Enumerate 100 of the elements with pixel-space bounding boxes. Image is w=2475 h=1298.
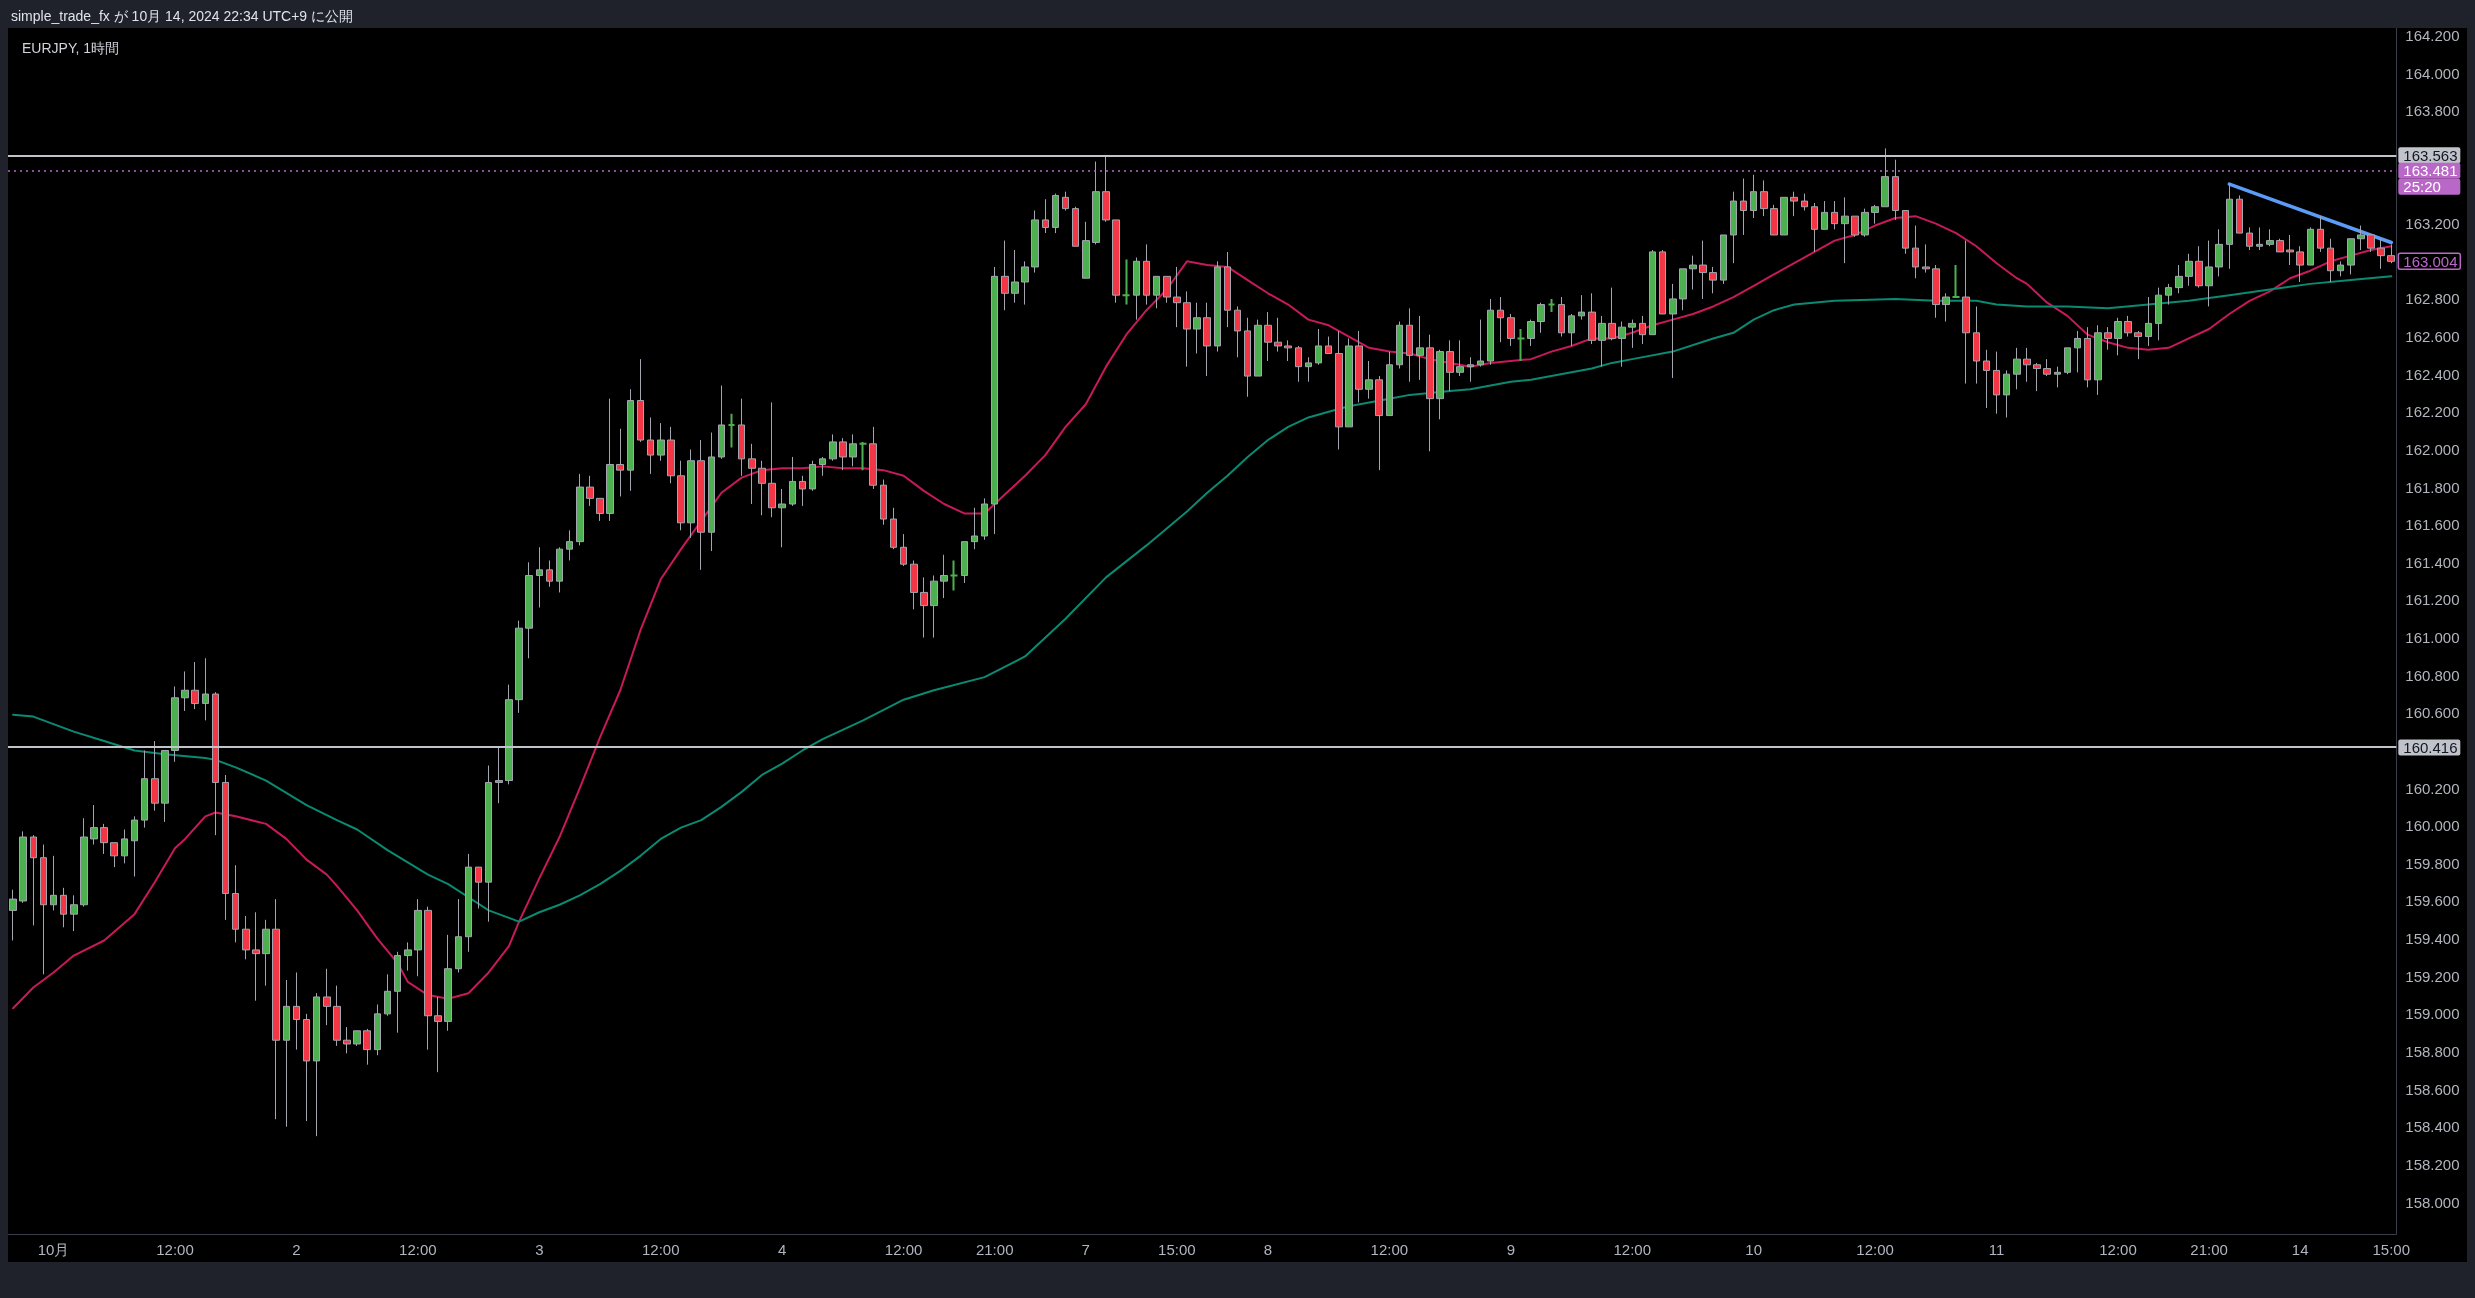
candlestick bbox=[515, 620, 523, 714]
candlestick bbox=[323, 968, 331, 1026]
candlestick bbox=[303, 1013, 310, 1122]
candlestick bbox=[1153, 275, 1160, 309]
candlestick bbox=[2013, 347, 2021, 390]
candlestick bbox=[40, 844, 47, 975]
candlestick bbox=[1811, 202, 1818, 253]
candlestick bbox=[697, 439, 705, 571]
candlestick bbox=[1932, 264, 1940, 319]
x-tick-label: 14 bbox=[2291, 1241, 2309, 1258]
y-tick-label: 163.200 bbox=[2405, 215, 2460, 233]
candlestick bbox=[687, 448, 695, 539]
x-tick-label: 12:00 bbox=[2099, 1241, 2137, 1258]
candlestick bbox=[1770, 204, 1778, 236]
candlestick bbox=[1254, 319, 1262, 377]
text: 163.004 bbox=[2403, 252, 2458, 270]
y-tick-label: 158.400 bbox=[2405, 1118, 2460, 1136]
y-tick-label: 161.800 bbox=[2405, 478, 2460, 496]
candlestick bbox=[2347, 238, 2355, 275]
candlestick bbox=[1335, 330, 1343, 450]
candlestick bbox=[1598, 315, 1606, 368]
candlestick bbox=[809, 460, 816, 492]
y-tick-label: 158.600 bbox=[2405, 1080, 2460, 1098]
candlestick bbox=[1163, 275, 1171, 304]
candlestick bbox=[1588, 292, 1596, 345]
candlestick bbox=[1993, 351, 2000, 415]
candlestick bbox=[778, 488, 786, 548]
ref-line-label: 163.481 bbox=[2403, 162, 2458, 180]
y-tick-label: 162.800 bbox=[2405, 290, 2460, 308]
candlestick bbox=[1325, 336, 1332, 354]
candlestick bbox=[465, 853, 472, 953]
candlestick bbox=[890, 507, 897, 550]
x-tick-label: 12:00 bbox=[1856, 1241, 1894, 1258]
candlestick bbox=[1547, 297, 1556, 314]
y-tick-label: 162.400 bbox=[2405, 365, 2460, 383]
candlestick bbox=[1851, 215, 1859, 238]
candlestick bbox=[131, 815, 138, 878]
candlestick bbox=[1121, 258, 1131, 306]
candlestick bbox=[1780, 196, 1788, 236]
x-tick-label: 2 bbox=[292, 1241, 301, 1258]
candlestick bbox=[1052, 193, 1059, 234]
candlestick bbox=[1730, 191, 1737, 264]
candlestick bbox=[718, 384, 725, 460]
candlestick bbox=[1274, 317, 1282, 353]
x-tick-label: 11 bbox=[1988, 1241, 2005, 1258]
candlestick bbox=[1507, 313, 1515, 347]
candlestick bbox=[1790, 191, 1798, 217]
candlestick bbox=[1244, 317, 1251, 398]
y-tick-label: 162.200 bbox=[2405, 403, 2460, 421]
candlestick bbox=[1578, 294, 1585, 321]
line-series bbox=[12, 275, 2393, 923]
candlestick bbox=[1821, 200, 1828, 230]
candlestick bbox=[1951, 264, 1961, 299]
candlestick bbox=[19, 830, 27, 904]
x-tick-label: 9 bbox=[1506, 1241, 1515, 1258]
x-tick-label: 15:00 bbox=[1158, 1241, 1196, 1258]
candlestick bbox=[2023, 347, 2031, 383]
candlestick bbox=[90, 804, 98, 846]
candlestick bbox=[100, 823, 108, 855]
candlestick bbox=[1173, 266, 1181, 328]
candlestick bbox=[839, 437, 847, 471]
candlestick bbox=[70, 894, 78, 932]
candlestick bbox=[2286, 234, 2294, 266]
candlestick bbox=[1689, 255, 1697, 291]
candlestick bbox=[768, 401, 776, 518]
candlestick bbox=[1183, 290, 1191, 368]
x-tick-label: 7 bbox=[1081, 1241, 1090, 1258]
candlestick bbox=[424, 906, 432, 1051]
candlestick bbox=[576, 473, 584, 546]
candlestick bbox=[2337, 260, 2344, 277]
text: 25:20 bbox=[2403, 178, 2441, 196]
candlestick bbox=[667, 426, 675, 484]
candlestick bbox=[2124, 315, 2132, 338]
candlestick bbox=[272, 898, 280, 1120]
candlestick bbox=[404, 941, 412, 972]
candlestick bbox=[1892, 159, 1899, 221]
candlestick bbox=[191, 661, 199, 710]
candlestick bbox=[1962, 240, 1970, 385]
candlestick bbox=[1516, 328, 1526, 363]
x-tick-label: 12:00 bbox=[399, 1241, 437, 1258]
candlestick bbox=[333, 985, 341, 1047]
candlestick bbox=[1497, 296, 1504, 343]
candlestick bbox=[536, 546, 543, 608]
candlestick bbox=[2064, 347, 2071, 375]
candlestick bbox=[2145, 296, 2152, 347]
candlestick bbox=[141, 749, 148, 829]
candlestick bbox=[637, 358, 644, 443]
candlestick bbox=[2003, 369, 2010, 418]
candlestick bbox=[2357, 225, 2365, 251]
candlestick bbox=[2165, 283, 2172, 306]
x-tick-label: 12:00 bbox=[156, 1241, 194, 1258]
candlestick bbox=[151, 740, 159, 812]
candlestick bbox=[1031, 210, 1039, 274]
candlestick bbox=[1801, 193, 1808, 211]
candlestick bbox=[374, 1003, 381, 1056]
candlestick bbox=[2236, 194, 2243, 234]
candlestick bbox=[1740, 178, 1747, 236]
candlestick bbox=[1446, 339, 1454, 392]
y-tick-label: 160.200 bbox=[2405, 779, 2460, 797]
candlestick bbox=[900, 533, 907, 567]
